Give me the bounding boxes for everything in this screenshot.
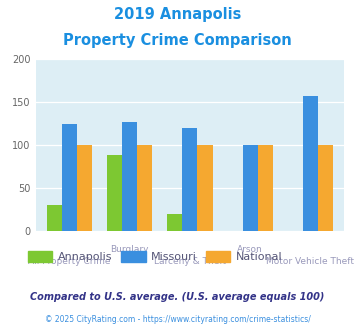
Text: © 2025 CityRating.com - https://www.cityrating.com/crime-statistics/: © 2025 CityRating.com - https://www.city… [45, 315, 310, 324]
Text: All Property Crime: All Property Crime [28, 257, 111, 266]
Bar [303, 96, 318, 231]
Bar [197, 145, 213, 231]
Bar [47, 205, 62, 231]
Bar [107, 155, 122, 231]
Text: Motor Vehicle Theft: Motor Vehicle Theft [267, 257, 354, 266]
Bar [243, 145, 258, 231]
Text: Arson: Arson [237, 245, 263, 254]
Bar [258, 145, 273, 231]
Text: 2019 Annapolis: 2019 Annapolis [114, 7, 241, 21]
Bar [62, 124, 77, 231]
Text: Larceny & Theft: Larceny & Theft [154, 257, 226, 266]
Bar [167, 214, 182, 231]
Bar [318, 145, 333, 231]
Text: Property Crime Comparison: Property Crime Comparison [63, 33, 292, 48]
Text: Compared to U.S. average. (U.S. average equals 100): Compared to U.S. average. (U.S. average … [30, 292, 325, 302]
Bar [182, 128, 197, 231]
Legend: Annapolis, Missouri, National: Annapolis, Missouri, National [23, 247, 287, 267]
Bar [77, 145, 92, 231]
Bar [137, 145, 152, 231]
Bar [122, 122, 137, 231]
Text: Burglary: Burglary [110, 245, 149, 254]
